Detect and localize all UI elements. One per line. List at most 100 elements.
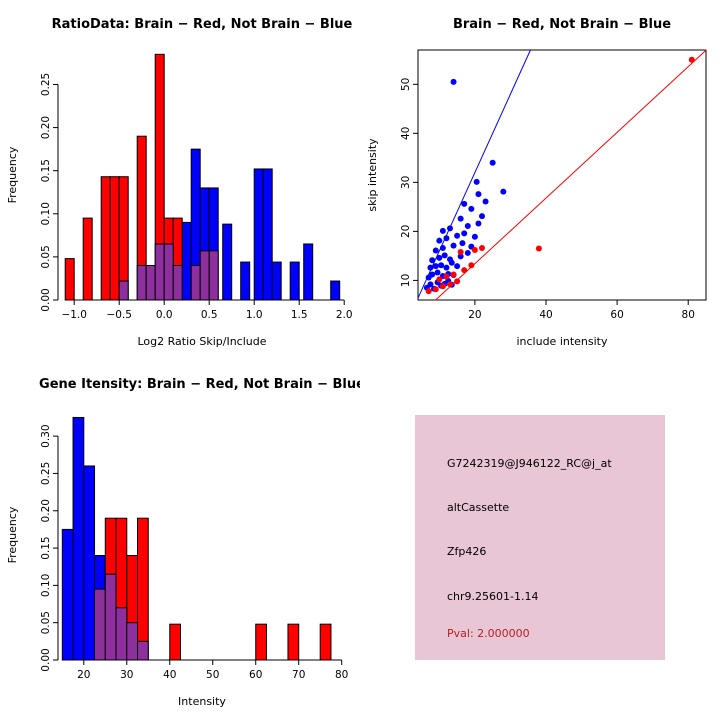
- y-tick-label: 0.25: [40, 462, 52, 485]
- y-axis-label: Frequency: [6, 146, 19, 203]
- scatter-point-red: [450, 271, 457, 278]
- scatter-point-blue: [436, 237, 443, 244]
- y-tick-label: 0.15: [40, 536, 52, 559]
- x-tick-label: 20: [77, 669, 90, 681]
- splice-type-text: altCassette: [447, 501, 510, 514]
- histogram-bar-purple: [145, 265, 156, 301]
- scatter-point-blue: [432, 263, 439, 270]
- histogram-bar-blue: [303, 243, 314, 301]
- scatter-point-red: [468, 262, 475, 269]
- histogram-bar-purple: [104, 573, 117, 661]
- x-tick-label: 0.0: [156, 309, 173, 321]
- y-tick-label: 0.05: [40, 245, 52, 268]
- histogram-bar-red: [109, 176, 120, 301]
- scatter-point-red: [439, 283, 446, 290]
- gene-symbol-text: Zfp426: [447, 545, 487, 558]
- x-tick-label: 2.0: [336, 309, 353, 321]
- x-axis-label: Intensity: [178, 695, 226, 708]
- scatter-point-red: [443, 273, 450, 280]
- scatter-point-blue: [468, 205, 475, 212]
- scatter-point-red: [432, 286, 439, 293]
- y-tick-label: 0.00: [40, 648, 52, 671]
- y-tick-label: 10: [400, 274, 412, 287]
- histogram-bar-blue: [271, 261, 282, 301]
- x-tick-label: 30: [120, 669, 133, 681]
- histogram-bar-purple: [199, 250, 210, 301]
- histogram-bar-blue: [262, 168, 273, 301]
- plot-title: Gene Itensity: Brain − Red, Not Brain − …: [39, 377, 360, 392]
- scatter-point-red: [436, 276, 443, 283]
- fit-line-blue: [417, 49, 531, 299]
- scatter-point-blue: [482, 198, 489, 205]
- scatter-point-blue: [500, 188, 507, 195]
- scatter-point-blue: [439, 227, 446, 234]
- locus-text: chr9.25601-1.14: [447, 590, 539, 603]
- scatter-point-red: [471, 247, 478, 253]
- scatter-point-blue: [441, 252, 448, 259]
- scatter-point-blue: [454, 263, 461, 270]
- panel-gene-info: G7242319@J946122_RC@j_at altCassette Zfp…: [360, 360, 720, 720]
- scatter-point-blue: [461, 200, 468, 207]
- histogram-bar-blue: [61, 528, 74, 661]
- ratio-histogram-chart: RatioData: Brain − Red, Not Brain − Blue…: [6, 17, 353, 348]
- histogram-bar-red: [82, 217, 93, 301]
- scatter-point-blue: [436, 254, 443, 261]
- probe-id-text: G7242319@J946122_RC@j_at: [447, 457, 612, 470]
- scatter-point-blue: [461, 230, 468, 237]
- histogram-bar-purple: [190, 265, 201, 301]
- histogram-bar-purple: [118, 280, 129, 301]
- histogram-bar-blue: [222, 223, 233, 301]
- scatter-point-blue: [464, 249, 471, 256]
- scatter-point-blue: [447, 256, 453, 263]
- y-tick-label: 0.20: [40, 499, 52, 522]
- histogram-bar-purple: [163, 243, 174, 301]
- histogram-bar-purple: [115, 607, 128, 661]
- histogram-bar-purple: [136, 265, 147, 301]
- gene-intensity-histogram-chart: Gene Itensity: Brain − Red, Not Brain − …: [6, 377, 365, 708]
- histogram-bar-blue: [72, 416, 85, 661]
- x-tick-label: 80: [682, 309, 695, 321]
- y-tick-label: 20: [400, 225, 412, 238]
- x-tick-label: −1.0: [61, 309, 87, 321]
- scatter-point-blue: [434, 269, 441, 276]
- histogram-bar-red: [255, 623, 267, 661]
- histogram-bar-blue: [289, 261, 300, 301]
- histogram-bar-red: [319, 623, 332, 661]
- scatter-point-blue: [429, 257, 436, 264]
- y-tick-label: 0.15: [40, 159, 52, 182]
- histogram-bar-red: [64, 258, 75, 301]
- histogram-bar-blue: [253, 168, 264, 301]
- scatter-point-red: [479, 245, 485, 252]
- histogram-bar-purple: [208, 250, 219, 301]
- y-tick-label: 0.10: [40, 574, 52, 597]
- scatter-point-blue: [450, 242, 457, 249]
- histogram-bar-red: [287, 623, 300, 661]
- scatter-point-blue: [443, 264, 450, 271]
- scatter-point-red: [425, 288, 432, 295]
- y-axis-label: skip intensity: [366, 138, 379, 212]
- histogram-bar-blue: [83, 465, 96, 661]
- scatter-point-blue: [471, 233, 478, 240]
- scatter-point-blue: [479, 213, 485, 220]
- y-tick-label: 0.30: [40, 424, 52, 447]
- plot-title: RatioData: Brain − Red, Not Brain − Blue: [52, 17, 353, 32]
- y-tick-label: 0.20: [40, 116, 52, 139]
- histogram-bar-purple: [154, 243, 165, 301]
- x-tick-label: 80: [335, 669, 348, 681]
- x-tick-label: 60: [610, 309, 623, 321]
- y-tick-label: 50: [400, 78, 412, 91]
- histogram-bar-red: [169, 623, 182, 661]
- x-axis-label: include intensity: [516, 335, 608, 348]
- histogram-bar-red: [100, 176, 111, 301]
- scatter-point-blue: [450, 78, 457, 85]
- x-tick-label: −0.5: [106, 309, 132, 321]
- scatter-point-blue: [438, 262, 445, 269]
- x-axis-label: Log2 Ratio Skip/Include: [137, 335, 266, 348]
- scatter-point-blue: [464, 222, 471, 229]
- scatter-point-blue: [489, 159, 496, 166]
- histogram-bar-blue: [330, 280, 341, 301]
- scatter-point-blue: [457, 253, 464, 260]
- fit-line-red: [435, 49, 707, 301]
- x-tick-label: 20: [468, 309, 481, 321]
